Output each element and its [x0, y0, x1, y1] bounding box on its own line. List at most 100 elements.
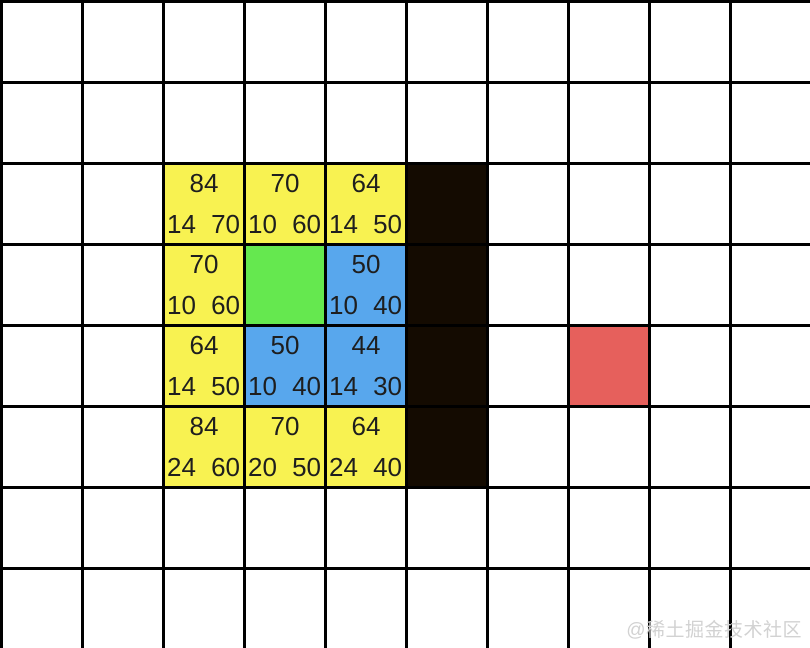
f-cost-label: 50 [270, 330, 300, 360]
empty-cell [651, 489, 732, 570]
empty-cell [570, 408, 651, 489]
gh-cost-row: 24 60 [165, 452, 243, 486]
g-cost-label: 14 [329, 371, 358, 402]
gh-cost-row: 14 30 [327, 371, 405, 405]
f-cost-label: 64 [189, 330, 219, 360]
h-cost-label: 40 [373, 452, 402, 483]
wall-cell [408, 327, 489, 408]
empty-cell [165, 489, 246, 570]
empty-cell [489, 246, 570, 327]
empty-cell [246, 3, 327, 84]
cost-cell-yellow: 84 14 70 [165, 165, 246, 246]
empty-cell [651, 165, 732, 246]
empty-cell [489, 489, 570, 570]
g-cost-label: 10 [248, 371, 277, 402]
f-cost-label: 70 [270, 411, 300, 441]
gh-cost-row: 10 40 [246, 371, 324, 405]
empty-cell [651, 246, 732, 327]
empty-cell [570, 165, 651, 246]
start-cell [246, 246, 327, 327]
wall-cell [408, 246, 489, 327]
h-cost-label: 60 [211, 452, 240, 483]
empty-cell [3, 165, 84, 246]
h-cost-label: 60 [292, 209, 321, 240]
empty-cell [732, 327, 810, 408]
empty-cell [3, 570, 84, 648]
empty-cell [84, 246, 165, 327]
empty-cell [489, 408, 570, 489]
empty-cell [489, 570, 570, 648]
cost-cell-yellow: 70 10 60 [246, 165, 327, 246]
gh-cost-row: 10 60 [246, 209, 324, 243]
empty-cell [732, 408, 810, 489]
empty-cell [489, 3, 570, 84]
f-cost-label: 64 [351, 168, 381, 198]
empty-cell [408, 489, 489, 570]
h-cost-label: 40 [292, 371, 321, 402]
f-cost-label: 84 [189, 168, 219, 198]
empty-cell [246, 489, 327, 570]
empty-cell [408, 3, 489, 84]
g-cost-label: 20 [248, 452, 277, 483]
gh-cost-row: 10 60 [165, 290, 243, 324]
empty-cell [84, 408, 165, 489]
cost-cell-yellow: 64 14 50 [327, 165, 408, 246]
h-cost-label: 50 [373, 209, 402, 240]
empty-cell [732, 84, 810, 165]
empty-cell [570, 489, 651, 570]
empty-cell [165, 84, 246, 165]
gh-cost-row: 14 50 [327, 209, 405, 243]
h-cost-label: 60 [211, 290, 240, 321]
empty-cell [246, 570, 327, 648]
empty-cell [327, 84, 408, 165]
f-cost-label: 70 [189, 249, 219, 279]
empty-cell [84, 3, 165, 84]
empty-cell [570, 3, 651, 84]
g-cost-label: 24 [167, 452, 196, 483]
cost-cell-yellow: 64 14 50 [165, 327, 246, 408]
empty-cell [3, 246, 84, 327]
h-cost-label: 50 [292, 452, 321, 483]
empty-cell [84, 165, 165, 246]
empty-cell [84, 570, 165, 648]
empty-cell [165, 570, 246, 648]
empty-cell [327, 489, 408, 570]
cost-cell-blue: 50 10 40 [327, 246, 408, 327]
empty-cell [3, 3, 84, 84]
g-cost-label: 24 [329, 452, 358, 483]
g-cost-label: 14 [329, 209, 358, 240]
empty-cell [3, 408, 84, 489]
empty-cell [570, 84, 651, 165]
empty-cell [651, 408, 732, 489]
gh-cost-row: 14 70 [165, 209, 243, 243]
wall-cell [408, 408, 489, 489]
empty-cell [732, 570, 810, 648]
h-cost-label: 40 [373, 290, 402, 321]
empty-cell [84, 84, 165, 165]
gh-cost-row: 20 50 [246, 452, 324, 486]
empty-cell [84, 327, 165, 408]
f-cost-label: 50 [351, 249, 381, 279]
empty-cell [732, 246, 810, 327]
empty-cell [651, 327, 732, 408]
empty-cell [651, 570, 732, 648]
empty-cell [246, 84, 327, 165]
h-cost-label: 50 [211, 371, 240, 402]
empty-cell [732, 165, 810, 246]
cost-cell-yellow: 84 24 60 [165, 408, 246, 489]
empty-cell [84, 489, 165, 570]
empty-cell [489, 84, 570, 165]
empty-cell [327, 570, 408, 648]
empty-cell [651, 84, 732, 165]
f-cost-label: 70 [270, 168, 300, 198]
cost-cell-yellow: 70 10 60 [165, 246, 246, 327]
cost-cell-blue: 44 14 30 [327, 327, 408, 408]
cost-cell-yellow: 64 24 40 [327, 408, 408, 489]
cost-cell-yellow: 70 20 50 [246, 408, 327, 489]
g-cost-label: 10 [248, 209, 277, 240]
empty-cell [327, 3, 408, 84]
h-cost-label: 30 [373, 371, 402, 402]
g-cost-label: 14 [167, 209, 196, 240]
